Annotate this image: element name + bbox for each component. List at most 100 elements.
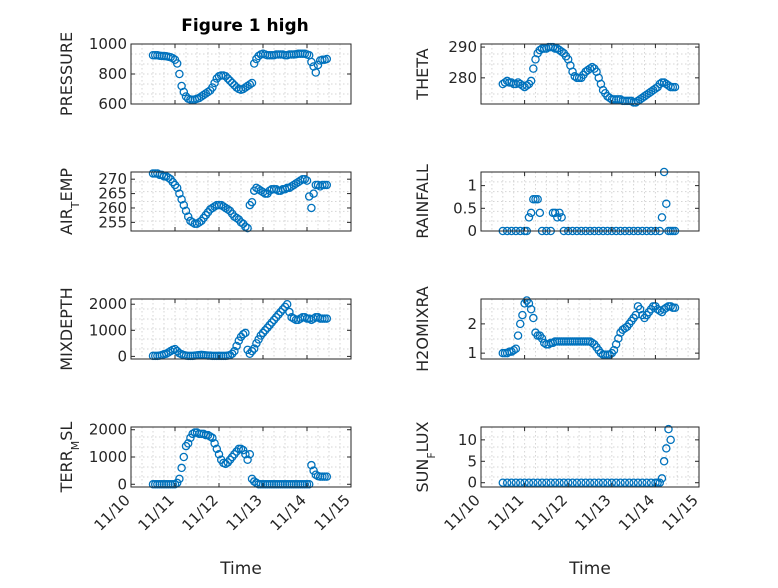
data-point xyxy=(587,62,597,72)
data-point xyxy=(164,173,173,183)
y-tick-label: 2000 xyxy=(89,421,127,439)
data-point xyxy=(662,444,671,453)
y-tick-label: 0 xyxy=(117,475,127,493)
data-point xyxy=(183,439,193,448)
data-point xyxy=(241,222,250,231)
data-point xyxy=(322,180,332,190)
data-point xyxy=(183,212,193,221)
x-tick-label: 11/14 xyxy=(615,491,658,534)
subplot-h2omixra: 1 2 H2OMIXRA xyxy=(413,286,700,372)
y-tick-label: 255 xyxy=(98,213,127,231)
data-point xyxy=(223,205,233,214)
data-point xyxy=(642,478,651,487)
data-point xyxy=(245,349,255,359)
data-point xyxy=(659,457,669,466)
data-point xyxy=(179,87,189,97)
y-tick-label: 265 xyxy=(98,185,127,203)
x-tick-label: 11/11 xyxy=(135,491,178,534)
ylabel: RAINFALL xyxy=(413,164,432,239)
data-point xyxy=(208,433,217,443)
axes-box xyxy=(480,298,700,360)
data-point xyxy=(529,478,538,487)
data-point xyxy=(243,223,252,233)
data-point xyxy=(194,218,204,227)
data-point xyxy=(513,331,523,340)
data-point xyxy=(598,478,608,487)
data-point xyxy=(585,478,595,487)
data-point xyxy=(175,474,184,484)
ylabel: AIRTEMP xyxy=(57,168,82,235)
data-point xyxy=(526,76,536,86)
data-point xyxy=(258,328,268,338)
data-point xyxy=(271,313,281,322)
subplot-terr-msl: 0 1000 2000 11/10 11/11 11/12 11/13 11/14 11/15 T… xyxy=(57,421,354,579)
y-tick-label: 0 xyxy=(467,474,477,492)
data-point xyxy=(670,82,680,92)
data-point xyxy=(212,444,222,454)
y-tick-label: 1 xyxy=(467,177,477,195)
axes-box xyxy=(480,43,700,105)
data-point xyxy=(186,433,195,443)
y-tick-label: 1 xyxy=(467,344,477,362)
data-point xyxy=(309,466,318,475)
data-point xyxy=(276,307,285,317)
ylabel: SUNFLUX xyxy=(413,421,438,492)
data-point xyxy=(620,478,630,487)
data-point xyxy=(269,315,279,325)
data-point xyxy=(210,78,219,88)
data-point xyxy=(631,310,641,320)
x-tick-label: 11/12 xyxy=(179,491,222,534)
data-point xyxy=(611,478,621,487)
data-point xyxy=(172,59,182,68)
data-point xyxy=(179,452,189,462)
data-point xyxy=(539,338,549,348)
data-point xyxy=(216,200,226,210)
data-point xyxy=(247,197,257,207)
data-point xyxy=(502,76,512,86)
data-point xyxy=(550,208,560,218)
data-point xyxy=(515,478,525,487)
data-point xyxy=(285,307,294,317)
axes-box xyxy=(130,298,352,360)
data-point xyxy=(322,314,332,323)
data-point xyxy=(302,176,312,185)
data-point xyxy=(638,478,647,487)
data-point xyxy=(587,338,597,348)
data-point xyxy=(581,478,590,487)
data-point xyxy=(557,213,566,222)
data-point xyxy=(223,74,233,83)
data-point xyxy=(249,344,259,353)
data-point xyxy=(518,310,527,320)
data-point xyxy=(243,455,252,464)
data-point xyxy=(557,47,566,56)
data-point xyxy=(172,183,182,193)
data-point xyxy=(161,172,171,181)
data-point xyxy=(666,302,675,311)
data-point xyxy=(168,54,178,63)
data-point xyxy=(651,84,660,93)
data-point xyxy=(555,208,564,218)
data-point xyxy=(282,299,292,309)
x-tick-label: 11/15 xyxy=(659,491,702,534)
y-tick-label: 260 xyxy=(98,199,127,217)
data-point xyxy=(221,72,230,81)
data-point xyxy=(535,208,545,218)
data-point xyxy=(620,324,630,333)
y-tick-label: 0 xyxy=(467,222,477,240)
data-point xyxy=(507,78,516,87)
ylabel: TERRMSL xyxy=(57,422,82,494)
y-tick-label: 290 xyxy=(448,38,477,56)
y-tick-label: 270 xyxy=(98,170,127,188)
data-point xyxy=(524,213,534,222)
data-point xyxy=(559,478,569,487)
data-point xyxy=(252,183,261,193)
data-point xyxy=(256,331,266,340)
data-point xyxy=(546,478,556,487)
data-point xyxy=(307,203,316,213)
data-point xyxy=(550,478,560,487)
data-point xyxy=(175,69,184,79)
data-point xyxy=(633,478,643,487)
